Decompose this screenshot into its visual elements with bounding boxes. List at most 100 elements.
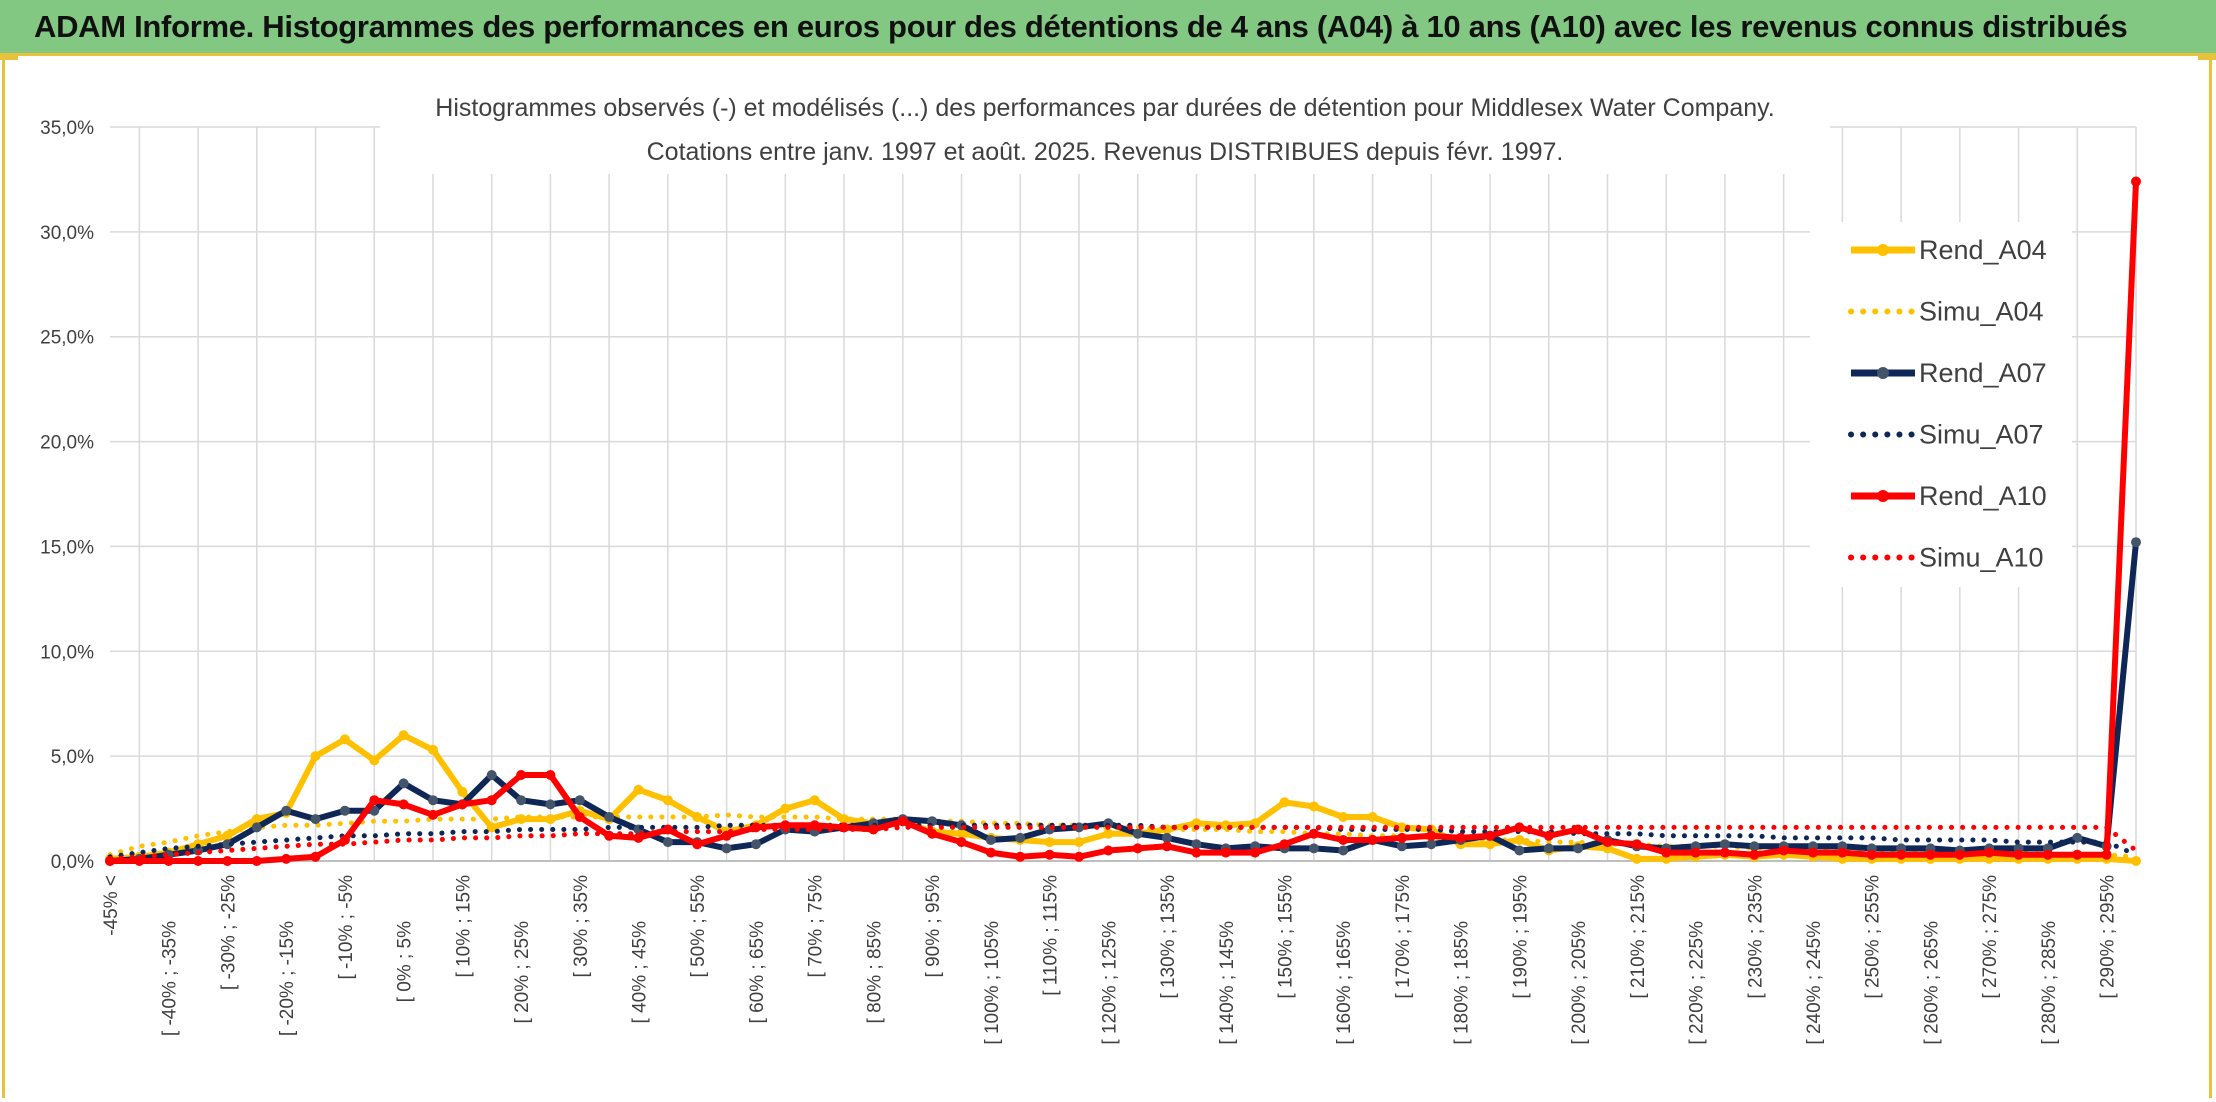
data-point-rend-a10: [1132, 843, 1143, 854]
y-axis-ticks: 0,0% 5,0% 10,0% 15,0% 20,0% 25,0% 30,0% 35,0%: [40, 118, 94, 873]
series-group: [105, 176, 2141, 866]
series-line-rend-a10: [107, 178, 2139, 864]
data-point-rend-a10: [1455, 832, 1466, 843]
data-point-rend-a07: [545, 799, 556, 810]
data-point-rend-a10: [1925, 849, 1936, 860]
data-point-rend-a04: [457, 786, 468, 797]
data-point-rend-a04: [1308, 801, 1319, 812]
x-tick-label: [ 270% ; 275%: [1980, 875, 2001, 999]
data-point-rend-a07: [1191, 839, 1202, 850]
y-tick-label: 30,0%: [40, 223, 94, 244]
data-point-rend-a07: [339, 805, 350, 816]
data-point-rend-a04: [1396, 822, 1407, 833]
y-tick-label: 15,0%: [40, 537, 94, 558]
data-point-rend-a07: [2131, 537, 2141, 548]
data-point-rend-a04: [1338, 812, 1349, 822]
x-tick-label: [ 100% ; 105%: [982, 921, 1003, 1045]
y-tick-label: 0,0%: [51, 852, 94, 873]
data-point-rend-a04: [1367, 812, 1378, 822]
data-point-rend-a07: [1308, 843, 1319, 854]
legend-label-rend-a04: Rend_A04: [1919, 235, 2047, 265]
data-point-rend-a10: [1837, 847, 1848, 858]
data-point-rend-a10: [163, 856, 174, 866]
data-point-rend-a07: [1719, 839, 1730, 850]
data-point-rend-a07: [310, 814, 321, 825]
data-point-rend-a10: [486, 795, 497, 806]
data-point-rend-a04: [339, 734, 350, 745]
data-point-rend-a10: [1808, 847, 1818, 858]
data-point-rend-a10: [1896, 849, 1907, 860]
data-point-rend-a07: [486, 770, 497, 780]
data-point-rend-a10: [692, 839, 703, 850]
data-point-rend-a10: [1074, 851, 1084, 862]
data-point-rend-a10: [251, 856, 262, 866]
x-tick-label: [ 10% ; 15%: [453, 875, 474, 978]
data-point-rend-a10: [1220, 847, 1231, 858]
x-tick-label: [ 40% ; 45%: [630, 921, 651, 1024]
data-point-rend-a10: [1602, 837, 1613, 848]
x-tick-label: [ -10% ; -5%: [336, 875, 357, 980]
data-point-rend-a04: [780, 803, 791, 814]
x-tick-label: [ 280% ; 285%: [2039, 921, 2060, 1045]
data-point-rend-a07: [1162, 832, 1172, 843]
x-tick-label: [ 170% ; 175%: [1393, 875, 1414, 999]
data-point-rend-a10: [398, 799, 409, 810]
x-tick-label: -45% <: [101, 875, 122, 936]
data-point-rend-a04: [428, 744, 438, 755]
legend-point-rend-a10: [1877, 490, 1889, 502]
data-point-rend-a10: [1661, 847, 1672, 858]
x-tick-label: [ 200% ; 205%: [1569, 921, 1590, 1045]
series-line-rend-a07: [107, 539, 2139, 864]
data-point-rend-a10: [1543, 830, 1554, 841]
legend-background: [1810, 222, 2072, 587]
x-tick-label: [ 220% ; 225%: [1687, 921, 1708, 1045]
data-point-rend-a04: [2131, 856, 2141, 866]
series-line-rend-a04: [107, 732, 2139, 864]
x-tick-label: [ 260% ; 265%: [1921, 921, 1942, 1045]
data-point-rend-a10: [2042, 849, 2053, 860]
x-tick-label: [ 50% ; 55%: [688, 875, 709, 978]
x-tick-label: [ 180% ; 185%: [1452, 921, 1473, 1045]
data-point-rend-a04: [809, 795, 820, 806]
x-tick-label: [ -20% ; -15%: [277, 921, 298, 1036]
data-point-rend-a04: [956, 828, 967, 839]
data-point-rend-a10: [310, 851, 321, 862]
data-point-rend-a10: [545, 770, 556, 780]
data-point-rend-a10: [1250, 847, 1261, 858]
data-point-rend-a07: [751, 839, 761, 850]
data-point-rend-a07: [1015, 832, 1026, 843]
data-point-rend-a07: [574, 795, 585, 806]
series-line-simu-a10: [107, 824, 2139, 862]
data-point-rend-a10: [1191, 847, 1202, 858]
data-point-rend-a04: [1103, 828, 1114, 839]
data-point-rend-a04: [486, 822, 497, 833]
data-point-rend-a10: [2131, 176, 2141, 187]
data-point-rend-a07: [1426, 839, 1437, 850]
frame-corner-right: [2198, 56, 2216, 60]
x-tick-label: [ 150% ; 155%: [1275, 875, 1296, 999]
data-point-rend-a10: [516, 770, 527, 780]
chart-subtitle: Cotations entre janv. 1997 et août. 2025…: [647, 138, 1564, 166]
data-point-rend-a10: [1308, 828, 1319, 839]
data-point-rend-a07: [662, 837, 673, 848]
x-tick-label: [ -40% ; -35%: [160, 921, 181, 1036]
data-point-rend-a10: [1279, 839, 1290, 850]
x-tick-label: [ 110% ; 115%: [1041, 875, 1062, 996]
data-point-rend-a10: [809, 820, 820, 831]
x-tick-label: [ 130% ; 135%: [1158, 875, 1179, 999]
report-title: ADAM Informe. Histogrammes des performan…: [34, 9, 2128, 44]
data-point-rend-a07: [1132, 828, 1143, 839]
data-point-rend-a07: [604, 812, 615, 822]
data-point-rend-a04: [251, 814, 262, 825]
legend-point-rend-a07: [1877, 367, 1889, 379]
data-point-rend-a10: [985, 847, 996, 858]
data-point-rend-a07: [428, 795, 438, 806]
x-tick-label: [ -30% ; -25%: [218, 875, 239, 990]
x-tick-label: [ 20% ; 25%: [512, 921, 533, 1024]
x-axis-ticks: -45% < [ -40% ; -35% [ -30% ; -25% [ -20% ;…: [101, 875, 2119, 1045]
data-point-rend-a07: [281, 805, 292, 816]
data-point-rend-a04: [1044, 837, 1055, 848]
frame-corner-left: [0, 56, 18, 60]
x-tick-label: [ 210% ; 215%: [1628, 875, 1649, 999]
data-point-rend-a10: [2101, 849, 2112, 860]
